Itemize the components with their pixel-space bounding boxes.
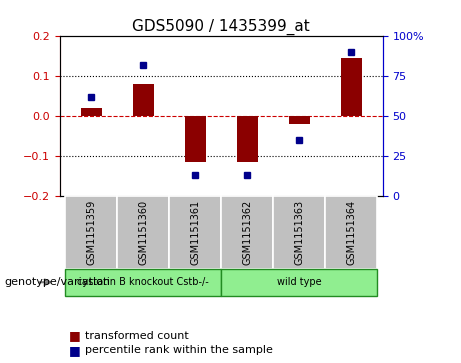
Text: transformed count: transformed count — [85, 331, 189, 341]
Bar — [169, 196, 221, 269]
Bar — [221, 196, 273, 269]
Bar — [341, 58, 362, 116]
Title: GDS5090 / 1435399_at: GDS5090 / 1435399_at — [132, 19, 310, 35]
Bar — [65, 269, 221, 296]
Text: ■: ■ — [69, 329, 81, 342]
Bar — [237, 116, 258, 162]
Bar — [65, 196, 117, 269]
Text: cystatin B knockout Cstb-/-: cystatin B knockout Cstb-/- — [77, 277, 209, 287]
Text: wild type: wild type — [277, 277, 322, 287]
Bar — [221, 269, 378, 296]
Text: percentile rank within the sample: percentile rank within the sample — [85, 345, 273, 355]
Text: GSM1151362: GSM1151362 — [242, 200, 252, 265]
Text: GSM1151360: GSM1151360 — [138, 200, 148, 265]
Bar — [273, 196, 325, 269]
Text: ■: ■ — [69, 344, 81, 357]
Bar — [133, 84, 154, 116]
Text: GSM1151361: GSM1151361 — [190, 200, 200, 265]
Text: genotype/variation: genotype/variation — [5, 277, 111, 287]
Bar — [289, 116, 310, 124]
Bar — [325, 196, 378, 269]
Bar — [185, 116, 206, 162]
Text: GSM1151359: GSM1151359 — [86, 200, 96, 265]
Text: GSM1151363: GSM1151363 — [295, 200, 304, 265]
Text: GSM1151364: GSM1151364 — [346, 200, 356, 265]
Bar — [117, 196, 169, 269]
Bar — [81, 108, 101, 116]
